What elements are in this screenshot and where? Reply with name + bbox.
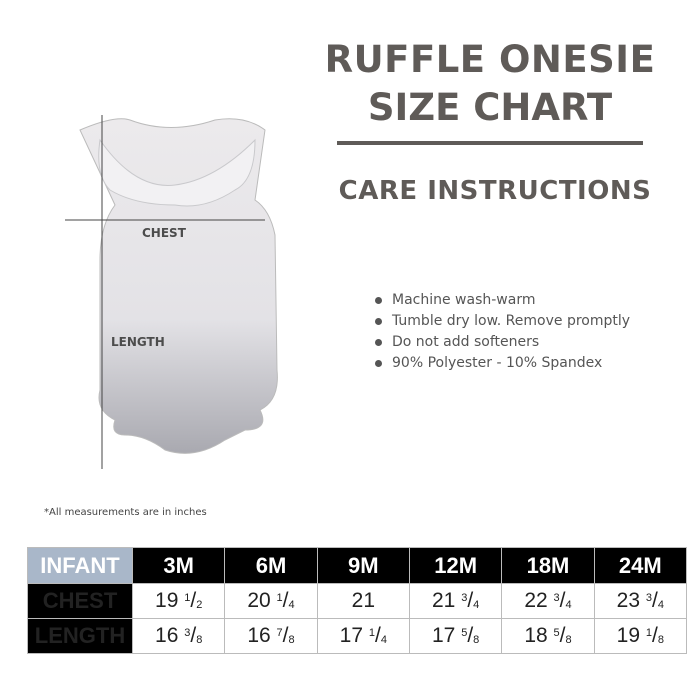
measurement-cell: 19 1/2: [131, 583, 226, 619]
numerator: 5: [461, 627, 468, 639]
whole: 16: [155, 624, 179, 647]
size-table: INFANT 3M 6M 9M 12M 18M 24M CHEST 19 1/2…: [27, 547, 688, 654]
whole: 17: [432, 624, 456, 647]
denominator: 8: [657, 634, 664, 646]
row-label: LENGTH: [27, 618, 133, 654]
table-row: CHEST 19 1/2 20 1/4 21 21 3/4 22 3/4 23 3/4: [27, 583, 688, 619]
table-row: LENGTH 16 3/8 16 7/8 17 1/4 17 5/8 18 5/8 19 …: [27, 618, 688, 654]
care-item: Do not add softeners: [372, 332, 630, 353]
row-label: CHEST: [27, 583, 133, 619]
size-header: 18M: [501, 547, 595, 584]
whole: 19: [616, 624, 641, 647]
whole: 21: [432, 589, 456, 612]
measurement-note: *All measurements are in inches: [44, 507, 207, 518]
numerator: 3: [553, 592, 560, 604]
measurement-cell: 19 1/8: [593, 618, 688, 654]
denominator: 4: [380, 634, 387, 646]
whole: 17: [339, 624, 364, 647]
corner-cell: INFANT: [27, 547, 133, 584]
denominator: 2: [196, 599, 203, 611]
whole: 19: [155, 589, 179, 612]
numerator: 7: [276, 627, 283, 639]
denominator: 4: [473, 599, 480, 611]
denominator: 8: [196, 634, 203, 646]
care-item: Machine wash-warm: [372, 290, 630, 311]
measurement-cell: 21: [316, 583, 410, 619]
care-item: 90% Polyester - 10% Spandex: [372, 353, 630, 374]
size-header: 24M: [593, 547, 688, 584]
measurement-cell: 23 3/4: [593, 583, 688, 619]
numerator: 3: [645, 592, 652, 604]
denominator: 8: [565, 634, 572, 646]
size-header: 12M: [408, 547, 503, 584]
size-header: 6M: [224, 547, 318, 584]
measurement-cell: 17 1/4: [316, 618, 410, 654]
title-line-2: SIZE CHART: [367, 86, 613, 129]
numerator: 5: [553, 627, 560, 639]
measurement-cell: 18 5/8: [501, 618, 595, 654]
numerator: 1: [368, 627, 375, 639]
whole: 16: [247, 624, 271, 647]
denominator: 4: [657, 599, 664, 611]
onesie-image: [65, 115, 278, 469]
care-list: Machine wash-warm Tumble dry low. Remove…: [372, 290, 630, 374]
chest-label: CHEST: [142, 226, 186, 240]
denominator: 8: [473, 634, 480, 646]
numerator: 1: [645, 627, 652, 639]
measurement-cell: 17 5/8: [408, 618, 503, 654]
numerator: 1: [276, 592, 283, 604]
size-header: 9M: [316, 547, 410, 584]
measurement-cell: 21 3/4: [408, 583, 503, 619]
measurement-cell: 20 1/4: [224, 583, 318, 619]
measurement-cell: 16 3/8: [131, 618, 226, 654]
whole: 22: [524, 589, 548, 612]
title-line-1: RUFFLE ONESIE: [324, 38, 656, 81]
table-header-row: INFANT 3M 6M 9M 12M 18M 24M: [27, 547, 688, 584]
whole: 23: [616, 589, 641, 612]
numerator: 3: [184, 627, 191, 639]
title-divider: [337, 141, 643, 145]
measurement-cell: 22 3/4: [501, 583, 595, 619]
whole: 18: [524, 624, 548, 647]
care-item: Tumble dry low. Remove promptly: [372, 311, 630, 332]
whole: 21: [351, 589, 375, 612]
denominator: 4: [565, 599, 572, 611]
measurement-cell: 16 7/8: [224, 618, 318, 654]
denominator: 4: [288, 599, 295, 611]
length-label: LENGTH: [111, 335, 165, 349]
care-heading: CARE INSTRUCTIONS: [338, 176, 652, 206]
size-header: 3M: [131, 547, 226, 584]
numerator: 1: [184, 592, 191, 604]
denominator: 8: [288, 634, 295, 646]
numerator: 3: [461, 592, 468, 604]
whole: 20: [247, 589, 271, 612]
